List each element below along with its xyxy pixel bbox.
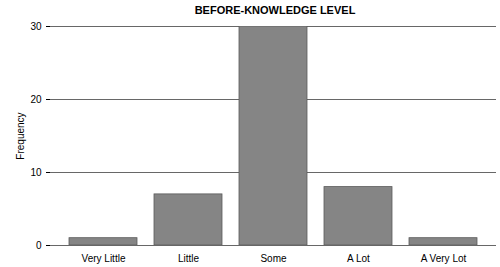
svg-text:Little: Little	[178, 253, 200, 264]
svg-text:30: 30	[30, 21, 42, 32]
html-text:BEFORE-KNOWLEDGE LEVEL: BEFORE-KNOWLEDGE LEVEL	[194, 4, 356, 16]
svg-text:Frequency: Frequency	[15, 112, 26, 159]
svg-text:0: 0	[36, 240, 42, 251]
svg-text:10: 10	[30, 167, 42, 178]
svg-text:Very Little: Very Little	[82, 253, 126, 264]
svg-text:20: 20	[30, 94, 42, 105]
svg-text:Some: Some	[260, 253, 287, 264]
svg-text:A Lot: A Lot	[347, 253, 370, 264]
svg-text:A Very Lot: A Very Lot	[421, 253, 467, 264]
